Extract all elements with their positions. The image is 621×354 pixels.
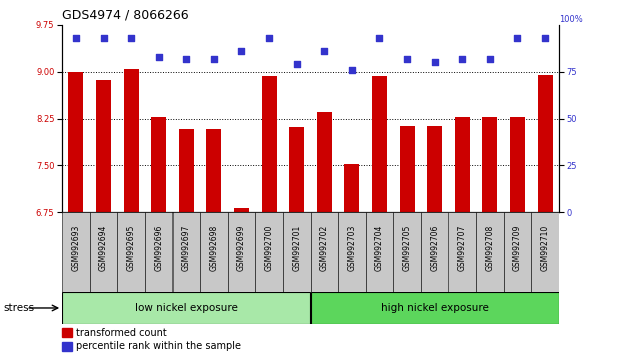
Point: [71, 35, 81, 41]
Bar: [151, 117, 166, 212]
Bar: [399, 126, 415, 212]
Bar: [234, 208, 249, 212]
Point: [512, 35, 522, 41]
Bar: [68, 72, 83, 212]
Bar: [173, 212, 200, 292]
Text: GSM992702: GSM992702: [320, 224, 329, 270]
Point: [319, 48, 329, 54]
Text: GSM992700: GSM992700: [265, 224, 274, 271]
Bar: [206, 129, 222, 212]
Point: [181, 56, 191, 61]
Bar: [62, 212, 89, 292]
Point: [485, 56, 495, 61]
Point: [457, 56, 467, 61]
Text: GSM992710: GSM992710: [541, 224, 550, 270]
Text: GSM992703: GSM992703: [347, 224, 356, 271]
Bar: [228, 212, 255, 292]
Text: GSM992709: GSM992709: [513, 224, 522, 271]
Text: GSM992706: GSM992706: [430, 224, 439, 271]
Text: GSM992699: GSM992699: [237, 224, 246, 271]
Bar: [372, 76, 387, 212]
Text: GSM992696: GSM992696: [154, 224, 163, 271]
Point: [347, 67, 357, 73]
Bar: [96, 80, 111, 212]
Point: [402, 56, 412, 61]
Text: GSM992694: GSM992694: [99, 224, 108, 271]
Bar: [124, 69, 138, 212]
Bar: [62, 329, 72, 337]
Text: GSM992698: GSM992698: [209, 224, 219, 270]
Bar: [310, 212, 338, 292]
Text: percentile rank within the sample: percentile rank within the sample: [76, 342, 241, 352]
Bar: [289, 127, 304, 212]
Text: 100%: 100%: [559, 15, 582, 24]
Bar: [62, 342, 72, 351]
Text: GSM992707: GSM992707: [458, 224, 467, 271]
Bar: [393, 212, 421, 292]
Text: GSM992705: GSM992705: [402, 224, 412, 271]
Point: [154, 54, 164, 59]
Text: low nickel exposure: low nickel exposure: [135, 303, 238, 313]
Bar: [179, 129, 194, 212]
Bar: [532, 212, 559, 292]
Text: GSM992701: GSM992701: [292, 224, 301, 270]
Bar: [483, 117, 497, 212]
Bar: [62, 292, 310, 324]
Bar: [317, 112, 332, 212]
Point: [99, 35, 109, 41]
Bar: [283, 212, 310, 292]
Text: GSM992708: GSM992708: [486, 224, 494, 270]
Point: [292, 61, 302, 67]
Text: high nickel exposure: high nickel exposure: [381, 303, 489, 313]
Text: GSM992697: GSM992697: [182, 224, 191, 271]
Bar: [344, 164, 360, 212]
Bar: [89, 212, 117, 292]
Bar: [310, 292, 559, 324]
Bar: [476, 212, 504, 292]
Bar: [200, 212, 228, 292]
Bar: [117, 212, 145, 292]
Point: [264, 35, 274, 41]
Point: [430, 59, 440, 65]
Bar: [510, 117, 525, 212]
Text: GDS4974 / 8066266: GDS4974 / 8066266: [62, 8, 189, 21]
Bar: [366, 212, 393, 292]
Point: [126, 35, 136, 41]
Bar: [255, 212, 283, 292]
Point: [209, 56, 219, 61]
Bar: [338, 212, 366, 292]
Text: GSM992693: GSM992693: [71, 224, 80, 271]
Point: [237, 48, 247, 54]
Text: GSM992695: GSM992695: [127, 224, 135, 271]
Bar: [538, 75, 553, 212]
Point: [540, 35, 550, 41]
Text: transformed count: transformed count: [76, 328, 167, 338]
Bar: [145, 212, 173, 292]
Bar: [455, 117, 470, 212]
Bar: [427, 126, 442, 212]
Text: stress: stress: [3, 303, 34, 313]
Text: GSM992704: GSM992704: [375, 224, 384, 271]
Point: [374, 35, 384, 41]
Bar: [421, 212, 448, 292]
Bar: [448, 212, 476, 292]
Bar: [504, 212, 532, 292]
Bar: [261, 76, 277, 212]
